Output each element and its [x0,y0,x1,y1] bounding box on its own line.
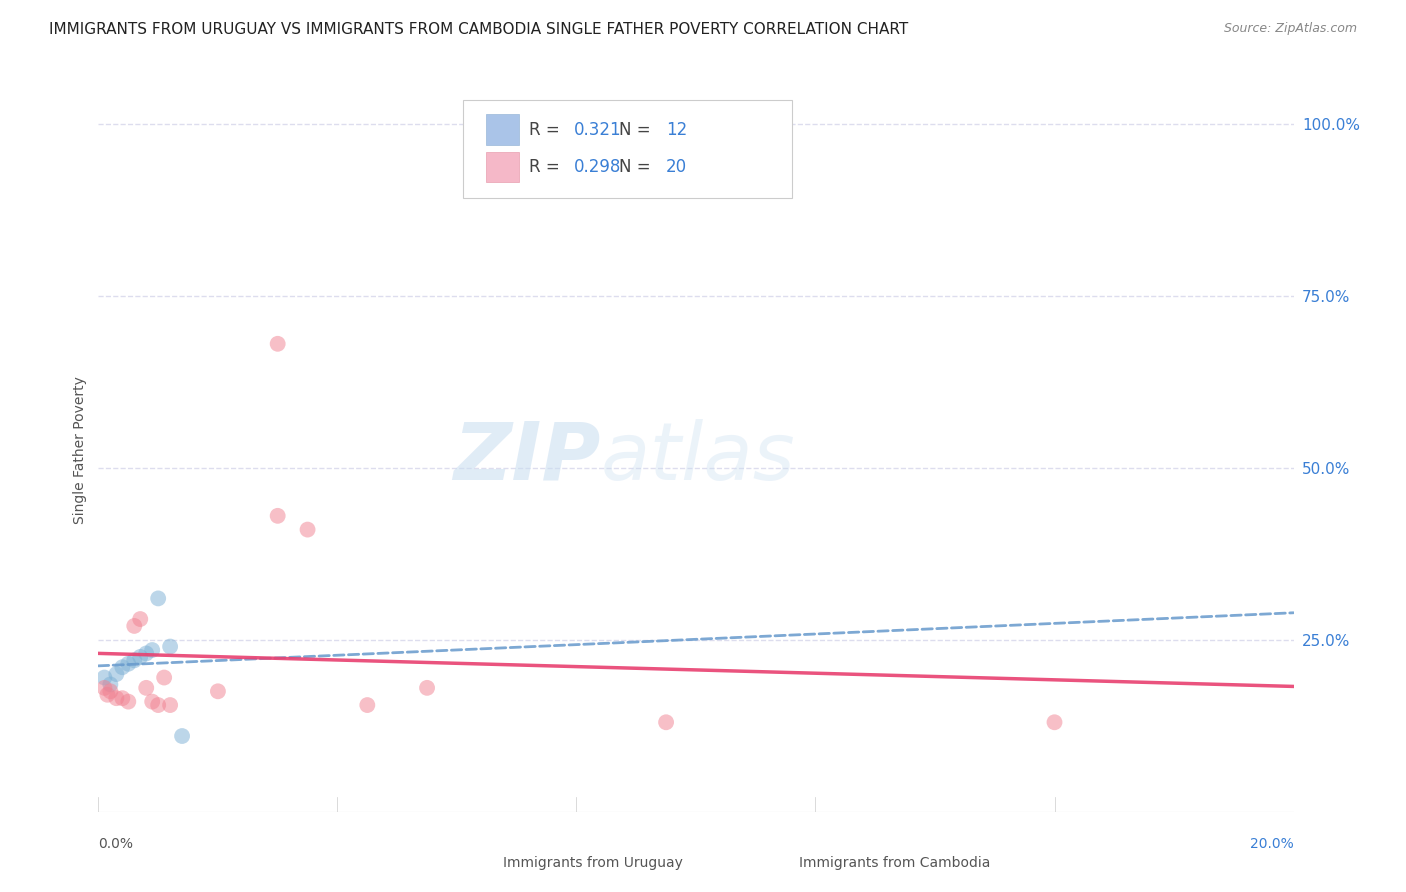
Point [207,684,229,698]
Point [129,649,152,664]
Text: 0.321: 0.321 [574,120,621,138]
Text: Immigrants from Uruguay: Immigrants from Uruguay [503,856,683,871]
Point [655,715,678,730]
Text: IMMIGRANTS FROM URUGUAY VS IMMIGRANTS FROM CAMBODIA SINGLE FATHER POVERTY CORREL: IMMIGRANTS FROM URUGUAY VS IMMIGRANTS FR… [49,22,908,37]
Point [117,657,139,671]
Point [159,698,181,712]
Point [297,523,319,537]
Text: R =: R = [529,158,565,177]
FancyBboxPatch shape [463,100,792,198]
Point [105,667,128,681]
Text: N =: N = [620,120,657,138]
Point [148,698,170,712]
Text: Source: ZipAtlas.com: Source: ZipAtlas.com [1223,22,1357,36]
Text: ZIP: ZIP [453,418,600,497]
Point [159,640,181,654]
FancyBboxPatch shape [485,114,519,145]
Y-axis label: Single Father Poverty: Single Father Poverty [73,376,87,524]
Point [124,653,146,667]
Point [124,619,146,633]
Point [135,681,157,695]
Point [111,691,134,706]
Point [153,671,176,685]
Point [117,695,139,709]
FancyBboxPatch shape [485,152,519,182]
Point [141,643,163,657]
Point [93,681,115,695]
Point [98,684,122,698]
Text: 0.298: 0.298 [574,158,621,177]
Text: 20.0%: 20.0% [1250,837,1294,851]
Point [96,688,118,702]
Text: R =: R = [529,120,565,138]
Point [172,729,194,743]
Text: Immigrants from Cambodia: Immigrants from Cambodia [799,856,990,871]
Point [93,671,115,685]
Text: 20: 20 [666,158,688,177]
Point [111,660,134,674]
Point [267,336,290,351]
Point [135,647,157,661]
Point [148,591,170,606]
Text: 12: 12 [666,120,688,138]
Point [267,508,290,523]
Point [141,695,163,709]
Point [1043,715,1066,730]
Point [105,691,128,706]
Point [98,677,122,691]
Text: N =: N = [620,158,657,177]
Text: atlas: atlas [600,418,796,497]
Point [416,681,439,695]
Point [356,698,378,712]
Text: 0.0%: 0.0% [98,837,134,851]
Point [129,612,152,626]
